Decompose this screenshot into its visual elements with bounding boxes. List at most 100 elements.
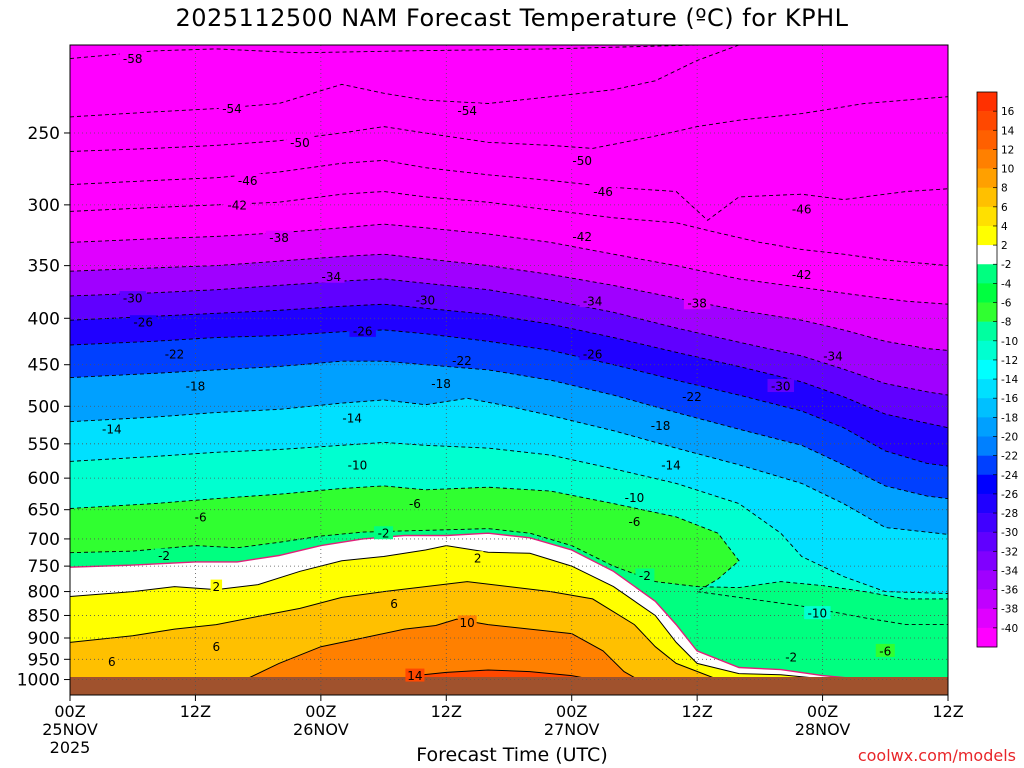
x-tick-label: 00Z xyxy=(807,702,838,721)
colorbar-swatch xyxy=(977,340,997,361)
isotherm-line xyxy=(70,303,948,429)
contour-label-background xyxy=(349,323,376,337)
colorbar-swatch xyxy=(977,168,997,188)
contour-label: -46 xyxy=(593,185,613,199)
x-tick-label: 26NOV xyxy=(293,720,349,739)
contour-label: 10 xyxy=(460,616,475,630)
isotherm-line xyxy=(70,528,948,600)
colorbar-label: 10 xyxy=(1001,164,1014,176)
contour-label-background xyxy=(781,650,801,664)
grid-layer xyxy=(70,45,948,695)
contour-label: -50 xyxy=(572,154,592,168)
contour-label-background xyxy=(318,269,345,283)
colorbar-label: -40 xyxy=(1001,623,1018,635)
y-tick-label: 750 xyxy=(28,557,60,577)
contour-label-background xyxy=(788,267,815,281)
colorbar-label: -36 xyxy=(1001,585,1018,597)
colorbar-swatch xyxy=(977,187,997,208)
contour-label-background xyxy=(344,457,371,471)
contour-label: -30 xyxy=(123,292,143,306)
contour-label: -34 xyxy=(823,349,843,363)
contour-label: -2 xyxy=(158,549,170,563)
colorbar-label: 2 xyxy=(1001,240,1008,252)
contour-label-background xyxy=(106,654,118,668)
contour-label-background xyxy=(568,229,596,243)
colorbar-label: -38 xyxy=(1001,604,1018,616)
colorbar: 16 14 12 10 8 6 4 2 -2 -4 -6 -8 -10 -12 -14 -16 -18 -20 -2… xyxy=(976,91,1018,648)
contour-label: -6 xyxy=(879,644,891,658)
y-tick-label: 950 xyxy=(28,650,60,670)
y-tick-label: 250 xyxy=(28,124,60,144)
contour-label-background xyxy=(210,579,223,593)
y-tick-label: 350 xyxy=(28,257,60,277)
colorbar-label: -8 xyxy=(1001,317,1011,329)
y-tick-label: 800 xyxy=(28,583,60,603)
isotherm-line xyxy=(70,329,948,467)
contour-label: -22 xyxy=(165,348,185,362)
contour-label: -26 xyxy=(583,348,603,362)
colorbar-swatch xyxy=(977,608,997,629)
isotherm-line xyxy=(70,397,948,535)
isotherm-line xyxy=(70,45,948,60)
colorbar-swatch xyxy=(977,245,997,265)
contour-label-background xyxy=(191,509,211,523)
x-tick-label: 27NOV xyxy=(544,720,600,739)
colorbar-swatch xyxy=(977,513,997,533)
contour-label: -6 xyxy=(409,497,421,511)
contour-label: -14 xyxy=(102,423,122,437)
colorbar-swatch xyxy=(977,359,997,380)
contour-label-background xyxy=(210,639,223,653)
y-tick-label: 600 xyxy=(28,469,60,489)
colorbar-label: -28 xyxy=(1001,508,1018,520)
contour-label: -2 xyxy=(785,651,797,665)
isotherm-line xyxy=(70,485,948,626)
ground-surface xyxy=(70,677,948,695)
colorbar-label: -26 xyxy=(1001,489,1018,501)
contour-label-background xyxy=(579,294,606,308)
colorbar-label: -16 xyxy=(1001,393,1018,405)
isotherm-line xyxy=(70,253,948,351)
colorbar-swatch xyxy=(977,436,997,456)
colorbar-label: -14 xyxy=(1001,374,1018,386)
contour-label-background xyxy=(427,376,455,390)
contour-label: 14 xyxy=(407,669,422,683)
colorbar-swatch xyxy=(977,264,997,284)
y-tick-label: 450 xyxy=(28,356,60,376)
contour-label-background xyxy=(579,347,606,361)
contour-label: -38 xyxy=(687,297,707,311)
y-tick-label: 1000 xyxy=(17,671,60,691)
contour-label: -14 xyxy=(342,411,362,425)
y-tick-label: 900 xyxy=(28,629,60,649)
colorbar-swatch xyxy=(977,283,997,303)
contour-label: -6 xyxy=(628,515,640,529)
contour-label: -6 xyxy=(195,510,207,524)
contour-label-background xyxy=(129,315,157,329)
colorbar-swatch xyxy=(977,206,997,227)
contour-label-background xyxy=(453,103,481,117)
contour-label-background xyxy=(119,291,146,305)
contour-label-background xyxy=(286,135,314,149)
colorbar-label: 4 xyxy=(1001,221,1008,233)
isotherm-line xyxy=(70,159,948,221)
colorbar-swatch xyxy=(977,532,997,552)
contour-label: -22 xyxy=(452,354,472,368)
colorbar-label: -2 xyxy=(1001,259,1011,271)
colorbar-swatch xyxy=(977,589,997,610)
colorbar-label: -4 xyxy=(1001,278,1012,290)
contour-label: -42 xyxy=(227,198,247,212)
colorbar-label: -30 xyxy=(1001,527,1018,539)
contour-label: 2 xyxy=(474,552,482,566)
contour-label-background xyxy=(657,457,685,471)
contour-label-background xyxy=(568,153,596,167)
colorbar-swatch xyxy=(977,149,997,169)
contour-label-background xyxy=(471,551,484,565)
contour-label-layer: -58 -54 -54 -50 -50 -46 -46 -46 -42 -42 -42 -38 -38 -… xyxy=(98,51,895,683)
colorbar-label: 6 xyxy=(1001,202,1008,214)
contour-label: -10 xyxy=(625,491,645,505)
x-tick-label: 2025 xyxy=(50,738,91,757)
colorbar-swatch xyxy=(977,92,997,112)
y-tick-label: 400 xyxy=(28,309,60,329)
contour-label-background xyxy=(161,347,188,361)
